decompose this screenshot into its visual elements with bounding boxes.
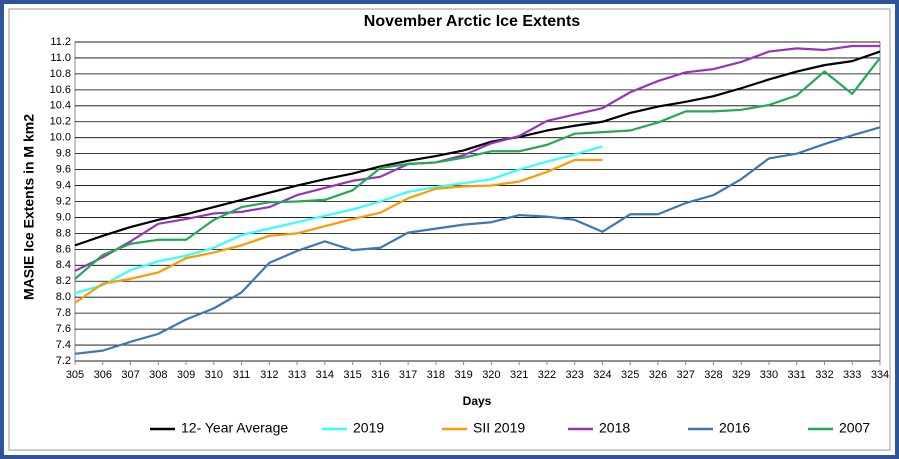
x-tick-label: 324 — [593, 369, 611, 381]
y-tick-label: 9.6 — [56, 164, 71, 176]
y-tick-label: 10.2 — [50, 116, 71, 128]
series-line — [74, 57, 881, 280]
y-tick-label: 10.0 — [50, 132, 71, 144]
x-tick-label: 328 — [704, 369, 722, 381]
y-tick-label: 9.0 — [56, 211, 71, 223]
x-tick-label: 305 — [66, 369, 84, 381]
y-tick-label: 7.8 — [56, 307, 71, 319]
x-tick-label: 307 — [121, 369, 139, 381]
series-line — [74, 50, 881, 247]
x-tick-label: 330 — [760, 369, 778, 381]
y-tick-label: 7.4 — [56, 339, 71, 351]
x-tick-label: 321 — [510, 369, 528, 381]
y-tick-label: 9.4 — [56, 179, 71, 191]
x-tick-label: 315 — [343, 369, 361, 381]
y-tick-label: 8.0 — [56, 291, 71, 303]
x-tick-label: 332 — [815, 369, 833, 381]
y-tick-label: 9.8 — [56, 148, 71, 160]
y-tick-label: 10.4 — [50, 100, 71, 112]
y-tick-label: 7.2 — [56, 355, 71, 367]
y-tick-label: 10.6 — [50, 84, 71, 96]
y-tick-label: 9.2 — [56, 195, 71, 207]
x-tick-label: 309 — [177, 369, 195, 381]
y-tick-label: 10.8 — [50, 68, 71, 80]
x-tick-label: 310 — [205, 369, 223, 381]
y-tick-label: 8.4 — [56, 259, 71, 271]
x-tick-label: 314 — [316, 369, 334, 381]
x-tick-label: 333 — [843, 369, 861, 381]
chart-title: November Arctic Ice Extents — [364, 13, 580, 30]
series-line — [74, 145, 603, 295]
x-tick-label: 313 — [288, 369, 306, 381]
legend-label: 12- Year Average — [181, 420, 288, 436]
y-tick-label: 11.0 — [50, 52, 71, 64]
y-tick-label: 8.6 — [56, 243, 71, 255]
y-tick-label: 8.2 — [56, 275, 71, 287]
x-axis-label: Days — [463, 394, 492, 408]
legend-label: 2019 — [353, 420, 384, 436]
x-tick-label: 317 — [399, 369, 417, 381]
x-tick-label: 318 — [427, 369, 445, 381]
x-tick-label: 320 — [482, 369, 500, 381]
series-line — [74, 44, 880, 272]
legend-label: SII 2019 — [473, 420, 525, 436]
legend-label: 2018 — [599, 420, 630, 436]
y-tick-label: 7.6 — [56, 323, 71, 335]
y-tick-label: 8.8 — [56, 227, 71, 239]
x-tick-label: 325 — [621, 369, 639, 381]
series-line — [74, 126, 881, 355]
x-tick-label: 316 — [371, 369, 389, 381]
x-tick-label: 329 — [732, 369, 750, 381]
legend-label: 2007 — [839, 420, 870, 436]
x-tick-label: 331 — [788, 369, 806, 381]
series-line — [74, 158, 603, 304]
x-tick-label: 327 — [677, 369, 695, 381]
x-tick-label: 312 — [260, 369, 278, 381]
x-tick-label: 306 — [94, 369, 112, 381]
x-tick-label: 322 — [538, 369, 556, 381]
x-tick-label: 323 — [565, 369, 583, 381]
x-tick-label: 319 — [454, 369, 472, 381]
y-tick-label: 11.2 — [50, 36, 71, 48]
x-tick-label: 334 — [871, 369, 889, 381]
x-tick-label: 311 — [233, 369, 251, 381]
x-tick-label: 326 — [649, 369, 667, 381]
y-axis-label: MASIE Ice Extents in M km2 — [21, 114, 37, 300]
x-tick-label: 308 — [149, 369, 167, 381]
legend-label: 2016 — [719, 420, 750, 436]
